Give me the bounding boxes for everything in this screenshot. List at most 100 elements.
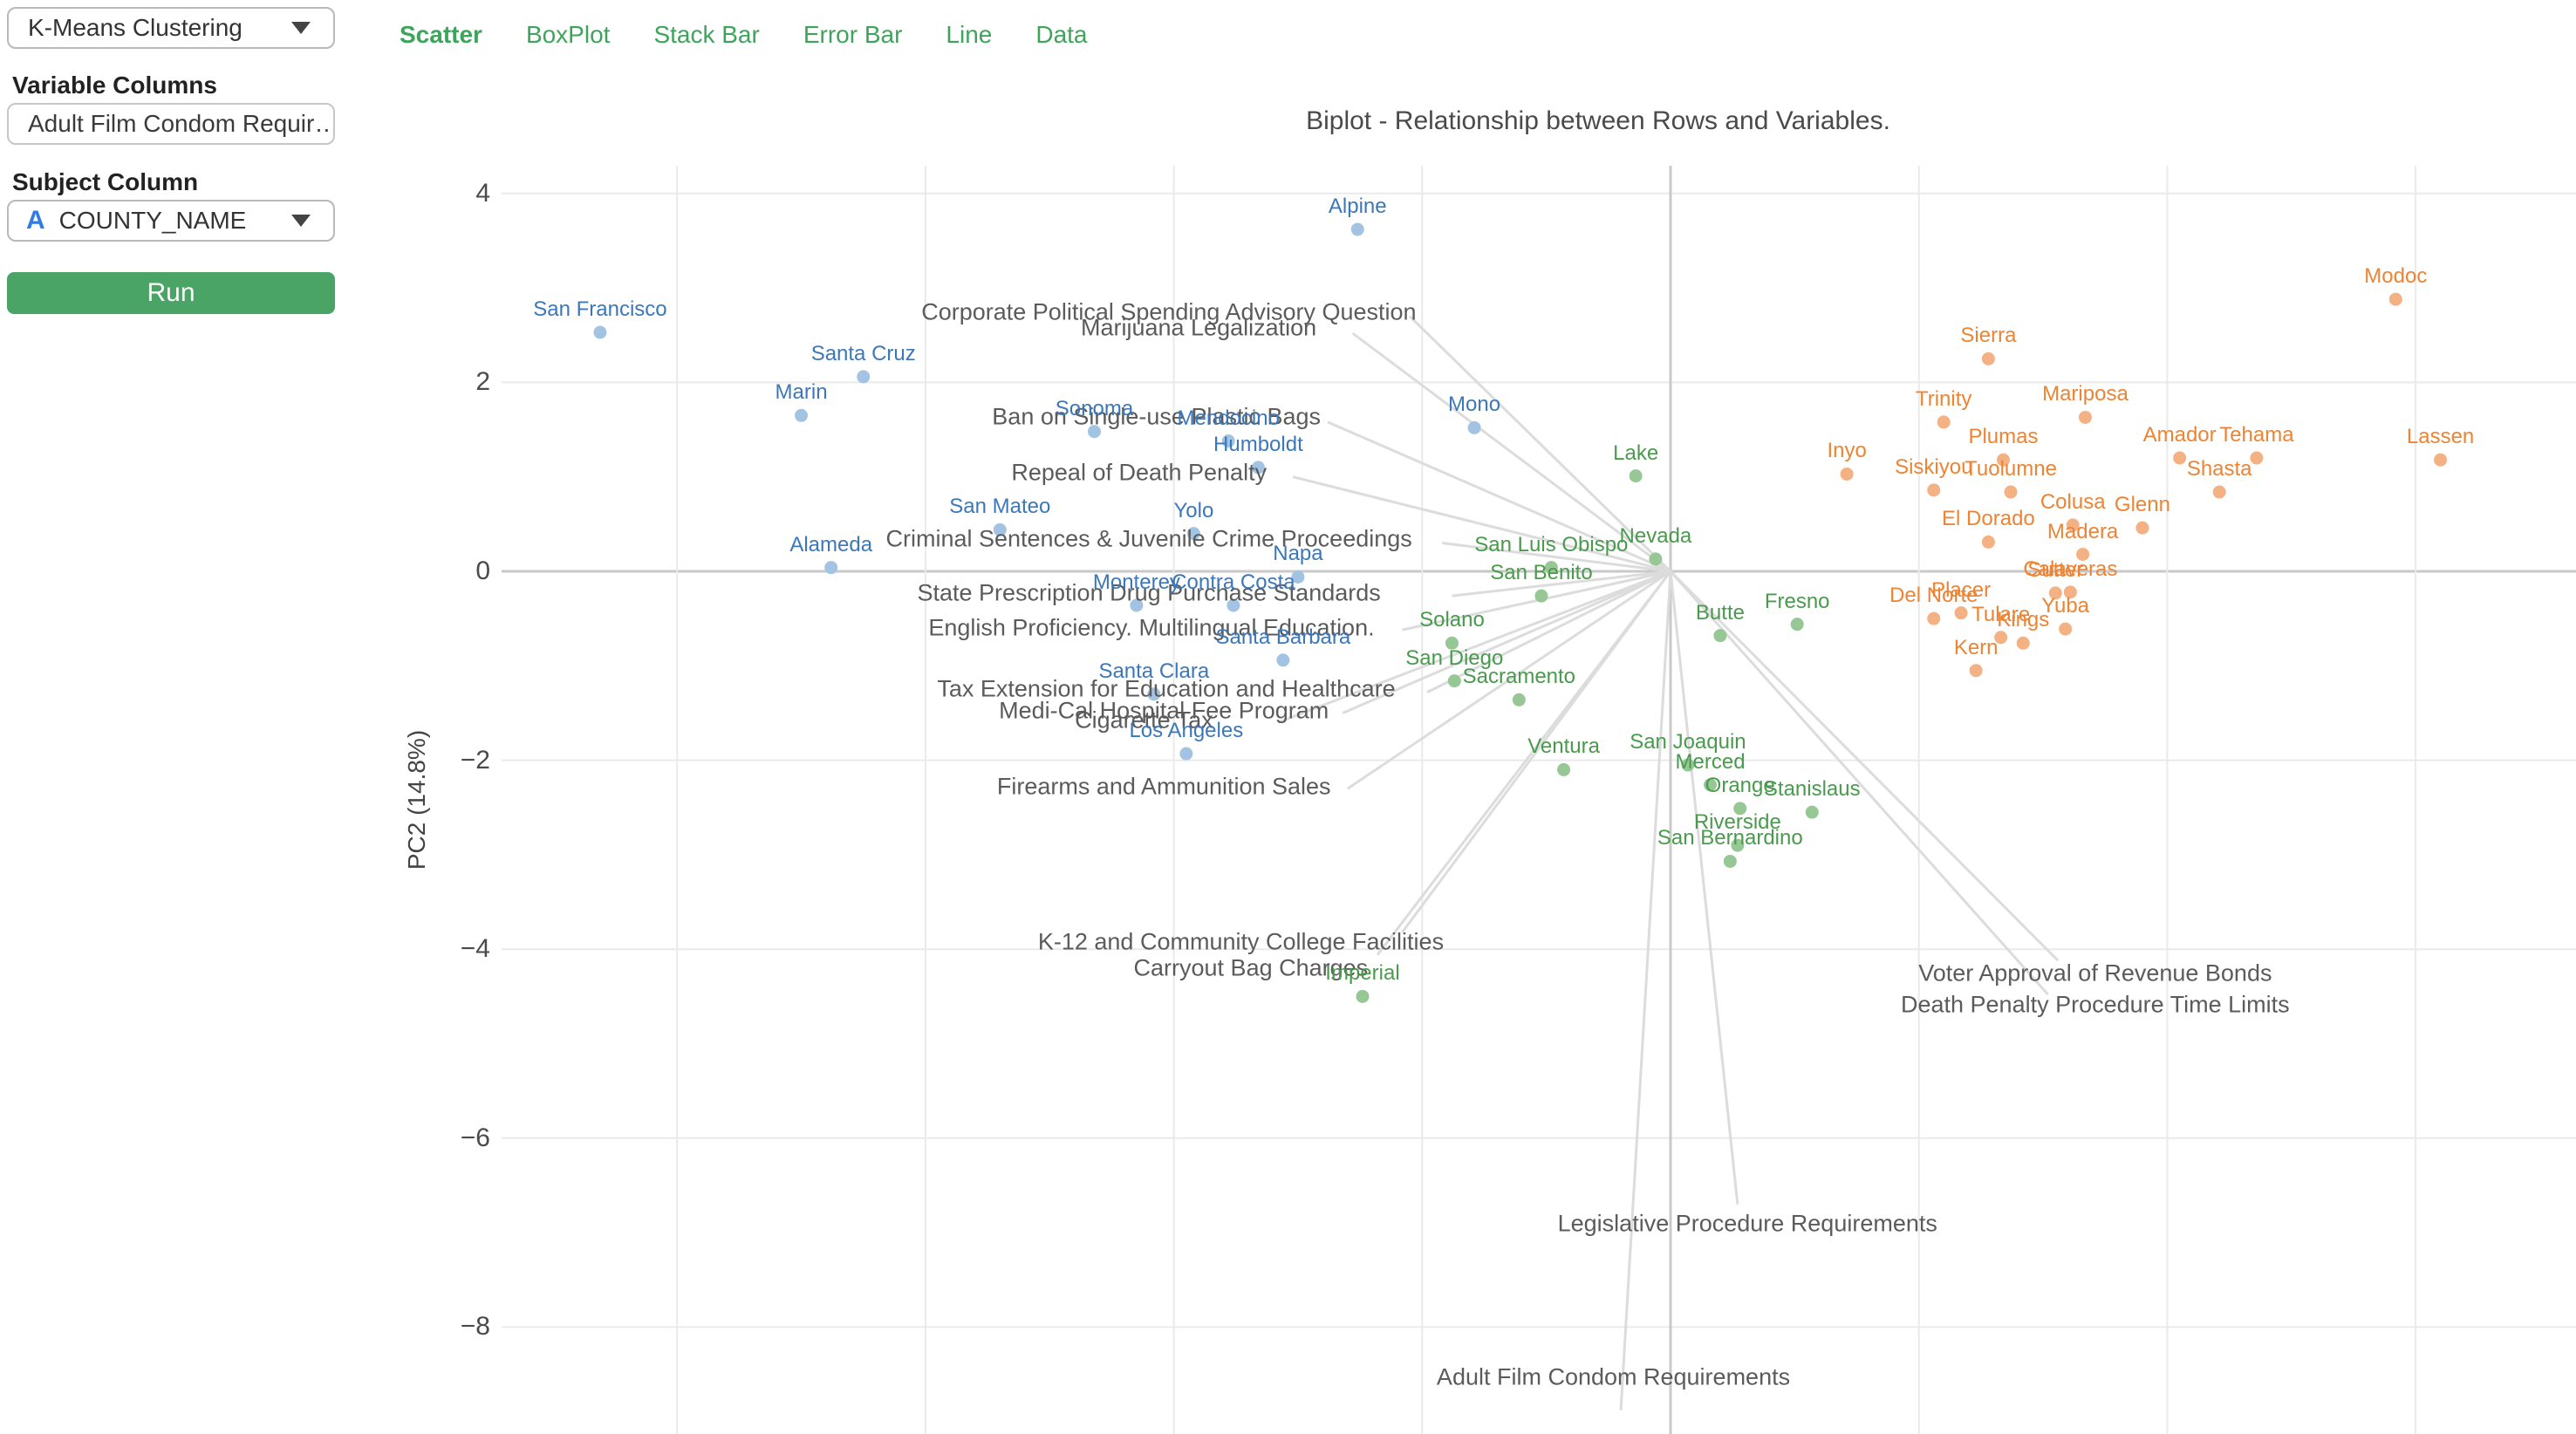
vector-line [1376, 570, 1672, 956]
vector-line [1669, 570, 1739, 1205]
variable-vector-label: Criminal Sentences & Juvenile Crime Proc… [885, 525, 1412, 552]
variable-vector-label: Voter Approval of Revenue Bonds [1918, 959, 2272, 987]
tab-data[interactable]: Data [1035, 21, 1088, 48]
county-label: Marin [775, 380, 828, 405]
county-dot [1447, 674, 1461, 688]
county-dot [1445, 636, 1459, 650]
county-label: Humboldt [1213, 432, 1303, 456]
county-dot [2016, 636, 2030, 650]
vector-line [1409, 315, 1672, 573]
county-dot [1276, 653, 1290, 667]
variable-columns-label: Variable Columns [12, 72, 217, 99]
y-tick--8: −8 [460, 1312, 490, 1342]
county-label: Sutter [2027, 557, 2084, 582]
county-dot [1649, 552, 1663, 566]
county-label: Santa Clara [1098, 659, 1210, 683]
tab-error-bar[interactable]: Error Bar [803, 21, 903, 48]
county-dot [1557, 762, 1571, 776]
county-dot [1544, 561, 1558, 575]
vector-line [1351, 331, 1671, 573]
county-label: Riverside [1693, 810, 1781, 835]
county-label: Tuolumne [1964, 457, 2057, 481]
county-dot [2063, 585, 2077, 599]
run-button[interactable]: Run [7, 272, 335, 314]
county-dot [2250, 451, 2264, 465]
county-label: San Luis Obispo [1474, 532, 1629, 557]
tab-scatter[interactable]: Scatter [400, 21, 482, 48]
variable-vector-label: Ban on Single-use Plastic Bags [992, 403, 1322, 430]
variable-vector-label: Cigarette Tax [1075, 707, 1213, 734]
vector-line [1426, 570, 1671, 693]
county-label: Sonoma [1055, 396, 1134, 420]
county-dot [2059, 622, 2073, 636]
county-dot [1733, 802, 1747, 816]
variable-vector-label: Adult Film Condom Requirements [1436, 1363, 1791, 1390]
county-dot [593, 325, 607, 339]
county-label: Trinity [1915, 386, 1972, 411]
county-dot [2048, 586, 2062, 600]
county-label: Inyo [1827, 439, 1867, 463]
county-dot [1994, 631, 2008, 645]
variable-columns-field[interactable]: Adult Film Condom Requir… [7, 103, 335, 145]
county-label: Los Angeles [1129, 719, 1244, 743]
county-dot [1350, 222, 1364, 236]
county-dot [857, 370, 871, 384]
variable-vector-label: Carryout Bag Charges [1133, 954, 1369, 981]
county-dot [1681, 758, 1695, 772]
variable-vector-label: Corporate Political Spending Advisory Qu… [921, 298, 1417, 325]
y-tick--4: −4 [460, 934, 490, 964]
tab-boxplot[interactable]: BoxPlot [525, 21, 611, 48]
county-label: Solano [1419, 608, 1485, 632]
county-dot [2212, 485, 2226, 499]
county-dot [824, 561, 838, 575]
county-dot [1713, 629, 1727, 643]
county-dot [1731, 838, 1745, 852]
county-label: Del Norte [1889, 584, 1978, 608]
county-label: Alpine [1328, 194, 1387, 218]
county-label: Ventura [1527, 734, 1600, 759]
county-label: Yolo [1173, 498, 1214, 522]
county-label: Fresno [1764, 589, 1830, 613]
subject-column-select[interactable]: A COUNTY_NAME [7, 200, 335, 242]
county-label: Kings [1997, 608, 2050, 632]
tab-stack-bar[interactable]: Stack Bar [653, 21, 760, 48]
vector-line [1277, 570, 1671, 724]
county-label: Butte [1695, 600, 1745, 625]
vector-line [1669, 570, 2049, 996]
county-label: Modoc [2364, 264, 2428, 289]
county-label: Mendocino [1177, 406, 1280, 430]
county-dot [1291, 570, 1305, 584]
county-dot [1251, 461, 1265, 475]
tab-line[interactable]: Line [946, 21, 993, 48]
county-label: Shasta [2186, 457, 2252, 481]
county-label: Sacramento [1462, 665, 1576, 689]
county-label: Lassen [2406, 425, 2475, 449]
county-label: Amador [2142, 423, 2217, 447]
county-dot [2076, 548, 2090, 562]
county-label: Mariposa [2042, 382, 2128, 406]
county-label: San Diego [1405, 645, 1504, 670]
variable-columns-value: Adult Film Condom Requir… [28, 110, 333, 137]
county-dot [1629, 469, 1643, 483]
variable-vector-label: Legislative Procedure Requirements [1557, 1210, 1937, 1237]
county-label: Napa [1273, 542, 1323, 566]
text-type-icon: A [26, 206, 45, 235]
county-dot [1927, 483, 1941, 497]
county-label: Santa Cruz [810, 341, 916, 365]
county-label: Madera [2046, 519, 2119, 543]
county-label: Mono [1448, 393, 1501, 417]
county-label: San Francisco [533, 297, 667, 321]
county-dot [2173, 451, 2187, 465]
county-dot [1927, 611, 1941, 625]
algorithm-select[interactable]: K-Means Clustering [7, 7, 335, 49]
variable-vector-label: English Proficiency. Multilingual Educat… [928, 614, 1375, 641]
vector-line [1441, 542, 1671, 573]
vector-line [1402, 570, 1671, 632]
county-label: San Joaquin [1630, 730, 1746, 754]
county-label: San Bernardino [1657, 826, 1803, 850]
county-dot [1356, 989, 1370, 1003]
county-dot [1790, 618, 1804, 632]
county-label: Santa Barbara [1215, 625, 1351, 649]
